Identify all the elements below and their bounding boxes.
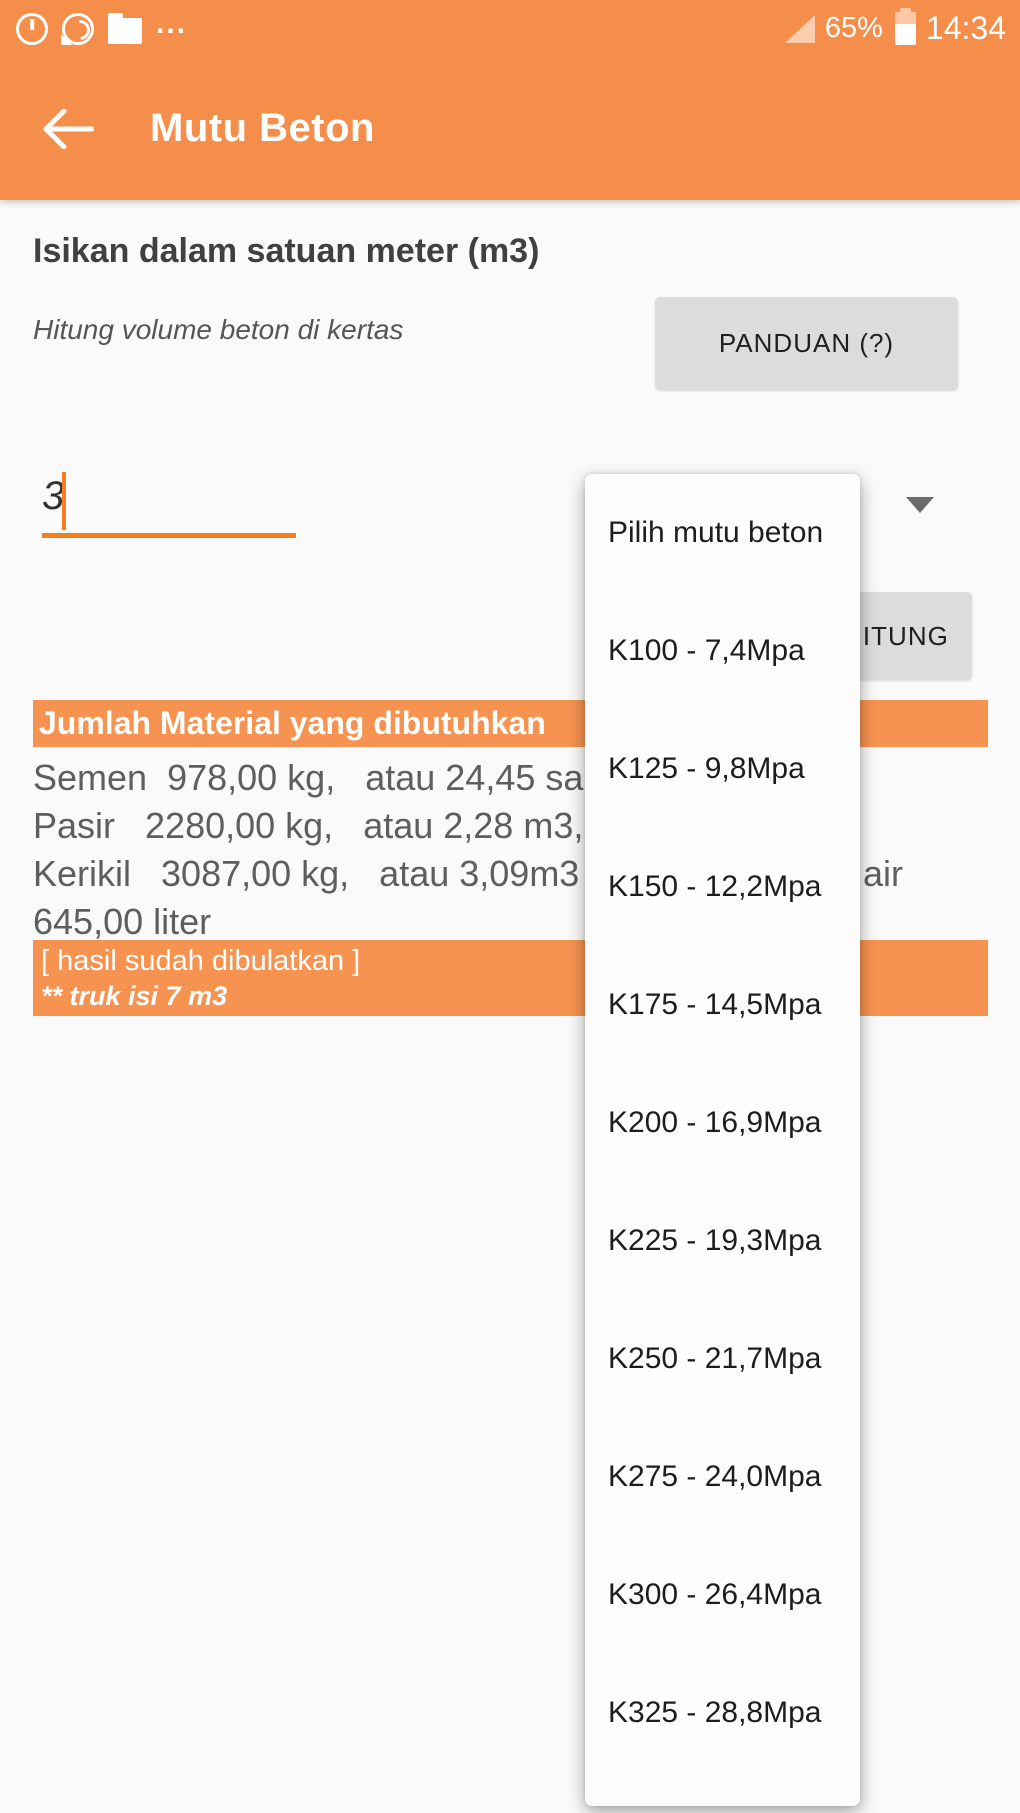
dropdown-title[interactable]: Pilih mutu beton <box>608 516 824 549</box>
result-pasir: Pasir 2280,00 kg, atau 2,28 m3, <box>33 805 584 846</box>
status-bar-right: 65% 14:34 <box>784 0 1006 57</box>
status-bar: ... 65% 14:34 <box>0 0 1020 57</box>
text-cursor <box>62 472 66 530</box>
result-semen: Semen 978,00 kg, atau 24,45 sa <box>33 757 584 798</box>
app-bar: Mutu Beton <box>0 57 1020 200</box>
mutu-beton-dropdown: Pilih mutu beton K100 - 7,4Mpa K125 - 9,… <box>585 474 860 1806</box>
volume-input[interactable]: 3 <box>42 474 65 518</box>
unit-heading: Isikan dalam satuan meter (m3) <box>33 232 540 270</box>
dropdown-option-k125[interactable]: K125 - 9,8Mpa <box>608 752 805 785</box>
dropdown-option-k275[interactable]: K275 - 24,0Mpa <box>608 1460 822 1493</box>
dropdown-option-k200[interactable]: K200 - 16,9Mpa <box>608 1106 822 1139</box>
clock-time: 14:34 <box>925 10 1006 46</box>
chevron-down-icon[interactable] <box>906 497 934 513</box>
dropdown-option-k300[interactable]: K300 - 26,4Mpa <box>608 1578 822 1611</box>
dropdown-option-k175[interactable]: K175 - 14,5Mpa <box>608 988 822 1021</box>
result-liter: 645,00 liter <box>33 901 212 942</box>
dropdown-option-k150[interactable]: K150 - 12,2Mpa <box>608 870 822 903</box>
alarm-icon <box>16 12 48 45</box>
signal-icon <box>784 14 815 43</box>
status-bar-left: ... <box>0 6 188 45</box>
battery-percent: 65% <box>824 12 883 44</box>
back-arrow-icon <box>43 108 94 149</box>
hint-subtitle: Hitung volume beton di kertas <box>33 314 404 345</box>
note-rounded: [ hasil sudah dibulatkan ] <box>41 945 361 977</box>
more-notifications-icon: ... <box>156 6 188 40</box>
battery-icon <box>894 8 916 45</box>
folder-icon <box>108 13 142 44</box>
panduan-button[interactable]: PANDUAN (?) <box>655 297 958 390</box>
back-button[interactable] <box>38 99 98 159</box>
volume-input-underline <box>42 533 296 538</box>
dropdown-option-k325[interactable]: K325 - 28,8Mpa <box>608 1696 822 1729</box>
dropdown-option-k250[interactable]: K250 - 21,7Mpa <box>608 1342 822 1375</box>
dropdown-option-k100[interactable]: K100 - 7,4Mpa <box>608 634 805 667</box>
whatsapp-icon <box>61 12 94 45</box>
dropdown-option-k225[interactable]: K225 - 19,3Mpa <box>608 1224 822 1257</box>
note-truck: ** truk isi 7 m3 <box>41 981 228 1011</box>
result-kerikil: Kerikil 3087,00 kg, atau 3,09m3 <box>33 853 580 894</box>
page-title: Mutu Beton <box>150 106 375 150</box>
result-air-fragment: air <box>863 853 904 894</box>
